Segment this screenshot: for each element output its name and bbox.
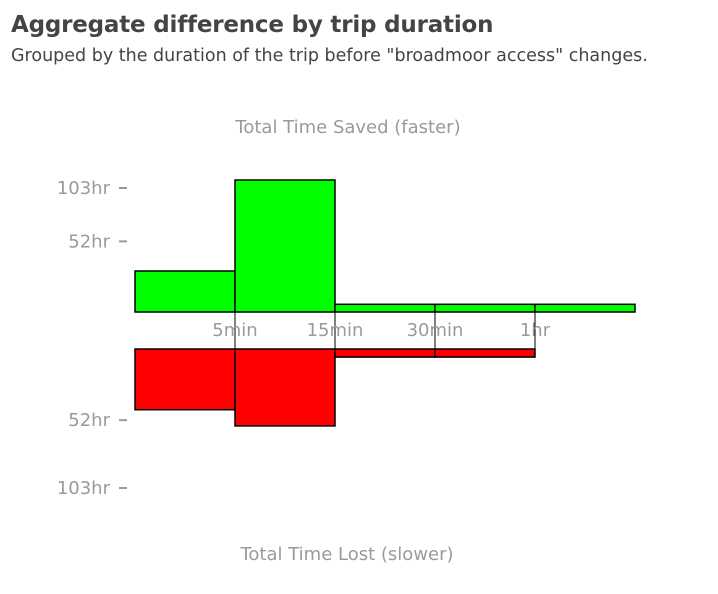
y-tick-label: 52hr: [68, 231, 110, 252]
lost-bar: [134, 348, 236, 411]
x-axis-ticks: 5min 15min 30min 1hr: [212, 312, 551, 357]
saved-bars: [134, 179, 636, 313]
saved-bar: [134, 270, 236, 313]
saved-bar: [234, 179, 336, 313]
y-tick-label: 103hr: [57, 178, 111, 199]
y-axis-ticks: 103hr 52hr 52hr 103hr: [57, 178, 127, 499]
y-tick-label: 52hr: [68, 410, 110, 431]
y-tick-label: 103hr: [57, 478, 111, 499]
x-tick-label: 15min: [307, 320, 364, 341]
lost-bar: [434, 348, 536, 358]
saved-bar: [434, 303, 536, 313]
x-tick-label: 1hr: [520, 320, 551, 341]
top-axis-label: Total Time Saved (faster): [234, 117, 460, 138]
x-tick-label: 5min: [212, 320, 257, 341]
saved-bar: [534, 303, 636, 313]
saved-bar: [334, 303, 436, 313]
lost-bar: [234, 348, 336, 427]
lost-bar: [334, 348, 436, 358]
chart-subtitle: Grouped by the duration of the trip befo…: [11, 46, 648, 66]
lost-bars: [134, 348, 536, 427]
x-tick-label: 30min: [407, 320, 464, 341]
chart-title: Aggregate difference by trip duration: [11, 12, 494, 38]
bottom-axis-label: Total Time Lost (slower): [239, 544, 453, 565]
